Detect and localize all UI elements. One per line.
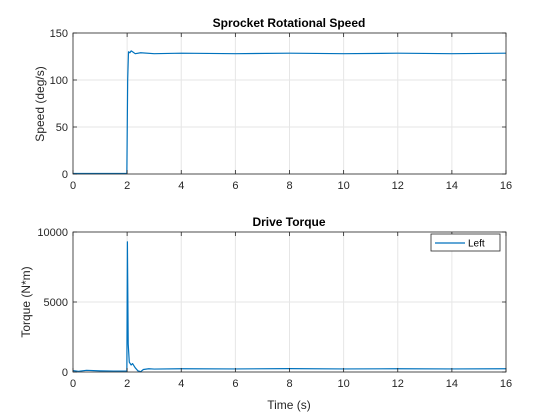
torque-chart-title: Drive Torque bbox=[252, 215, 325, 229]
speed-chart-title: Sprocket Rotational Speed bbox=[213, 16, 366, 30]
x-tick-label: 0 bbox=[70, 378, 76, 390]
y-tick-label: 0 bbox=[62, 367, 68, 379]
x-tick-label: 10 bbox=[338, 180, 350, 192]
x-tick-label: 4 bbox=[178, 378, 184, 390]
y-tick-label: 5000 bbox=[44, 297, 68, 309]
x-tick-label: 12 bbox=[392, 180, 404, 192]
y-tick-label: 0 bbox=[62, 169, 68, 181]
x-tick-label: 0 bbox=[70, 180, 76, 192]
speed-y-axis-label: Speed (deg/s) bbox=[33, 66, 47, 141]
x-tick-label: 2 bbox=[124, 180, 130, 192]
series-line-left bbox=[72, 241, 507, 373]
x-tick-label: 2 bbox=[124, 378, 130, 390]
legend-box bbox=[430, 233, 501, 252]
legend: Left bbox=[430, 233, 501, 252]
torque-subplot: Drive Torque Torque (N*m) Time (s) 0 2 4 6 8… bbox=[19, 215, 512, 412]
legend-entry-label: Left bbox=[468, 239, 485, 250]
x-tick-label: 8 bbox=[286, 180, 292, 192]
x-tick-label: 16 bbox=[500, 180, 512, 192]
x-tick-label: 14 bbox=[446, 180, 458, 192]
x-tick-label: 8 bbox=[286, 378, 292, 390]
y-tick-label: 150 bbox=[50, 28, 68, 40]
x-tick-label: 12 bbox=[392, 378, 404, 390]
torque-y-axis-label: Torque (N*m) bbox=[19, 266, 33, 337]
torque-x-axis-label: Time (s) bbox=[267, 398, 311, 412]
series-line bbox=[73, 50, 507, 175]
y-tick-label: 10000 bbox=[37, 227, 68, 239]
y-tick-label: 50 bbox=[56, 122, 68, 134]
x-tick-label: 10 bbox=[338, 378, 350, 390]
x-tick-label: 4 bbox=[178, 180, 184, 192]
x-tick-label: 6 bbox=[232, 180, 238, 192]
x-tick-label: 6 bbox=[232, 378, 238, 390]
x-tick-label: 16 bbox=[500, 378, 512, 390]
speed-subplot: Sprocket Rotational Speed Speed (deg/s) … bbox=[33, 16, 512, 192]
y-tick-label: 100 bbox=[50, 75, 68, 87]
x-tick-label: 14 bbox=[446, 378, 458, 390]
